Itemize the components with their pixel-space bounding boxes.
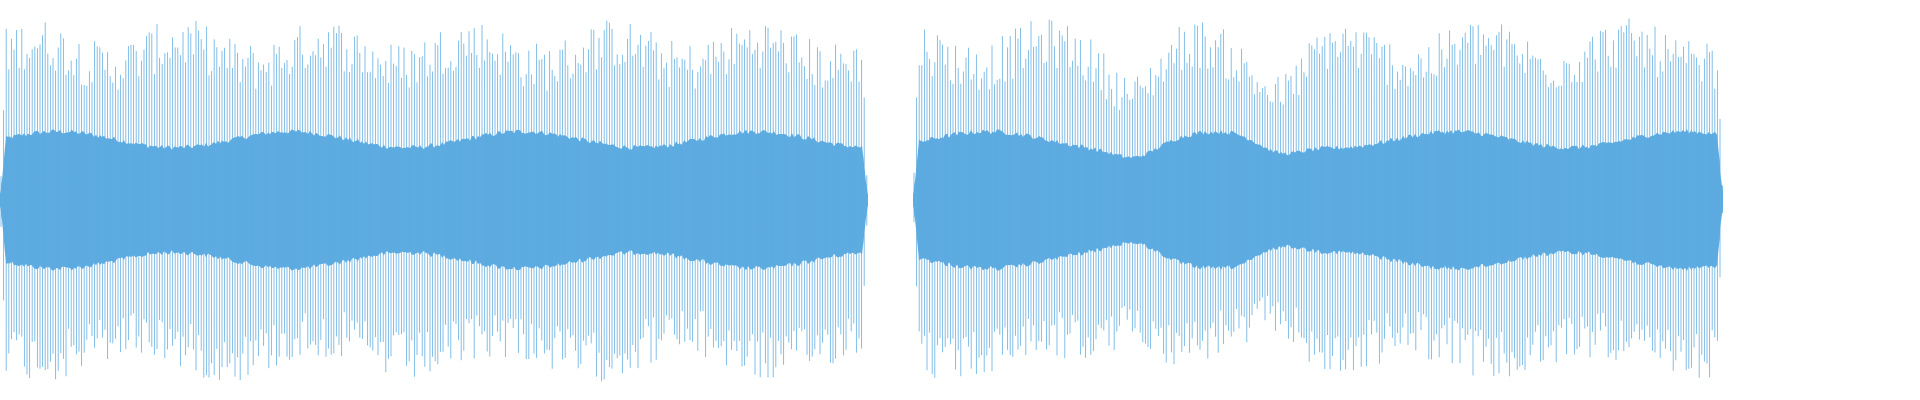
waveform-core [0,129,868,271]
waveform-core [913,129,1723,271]
waveform-peaks [0,20,868,382]
waveform-peaks [913,18,1724,378]
